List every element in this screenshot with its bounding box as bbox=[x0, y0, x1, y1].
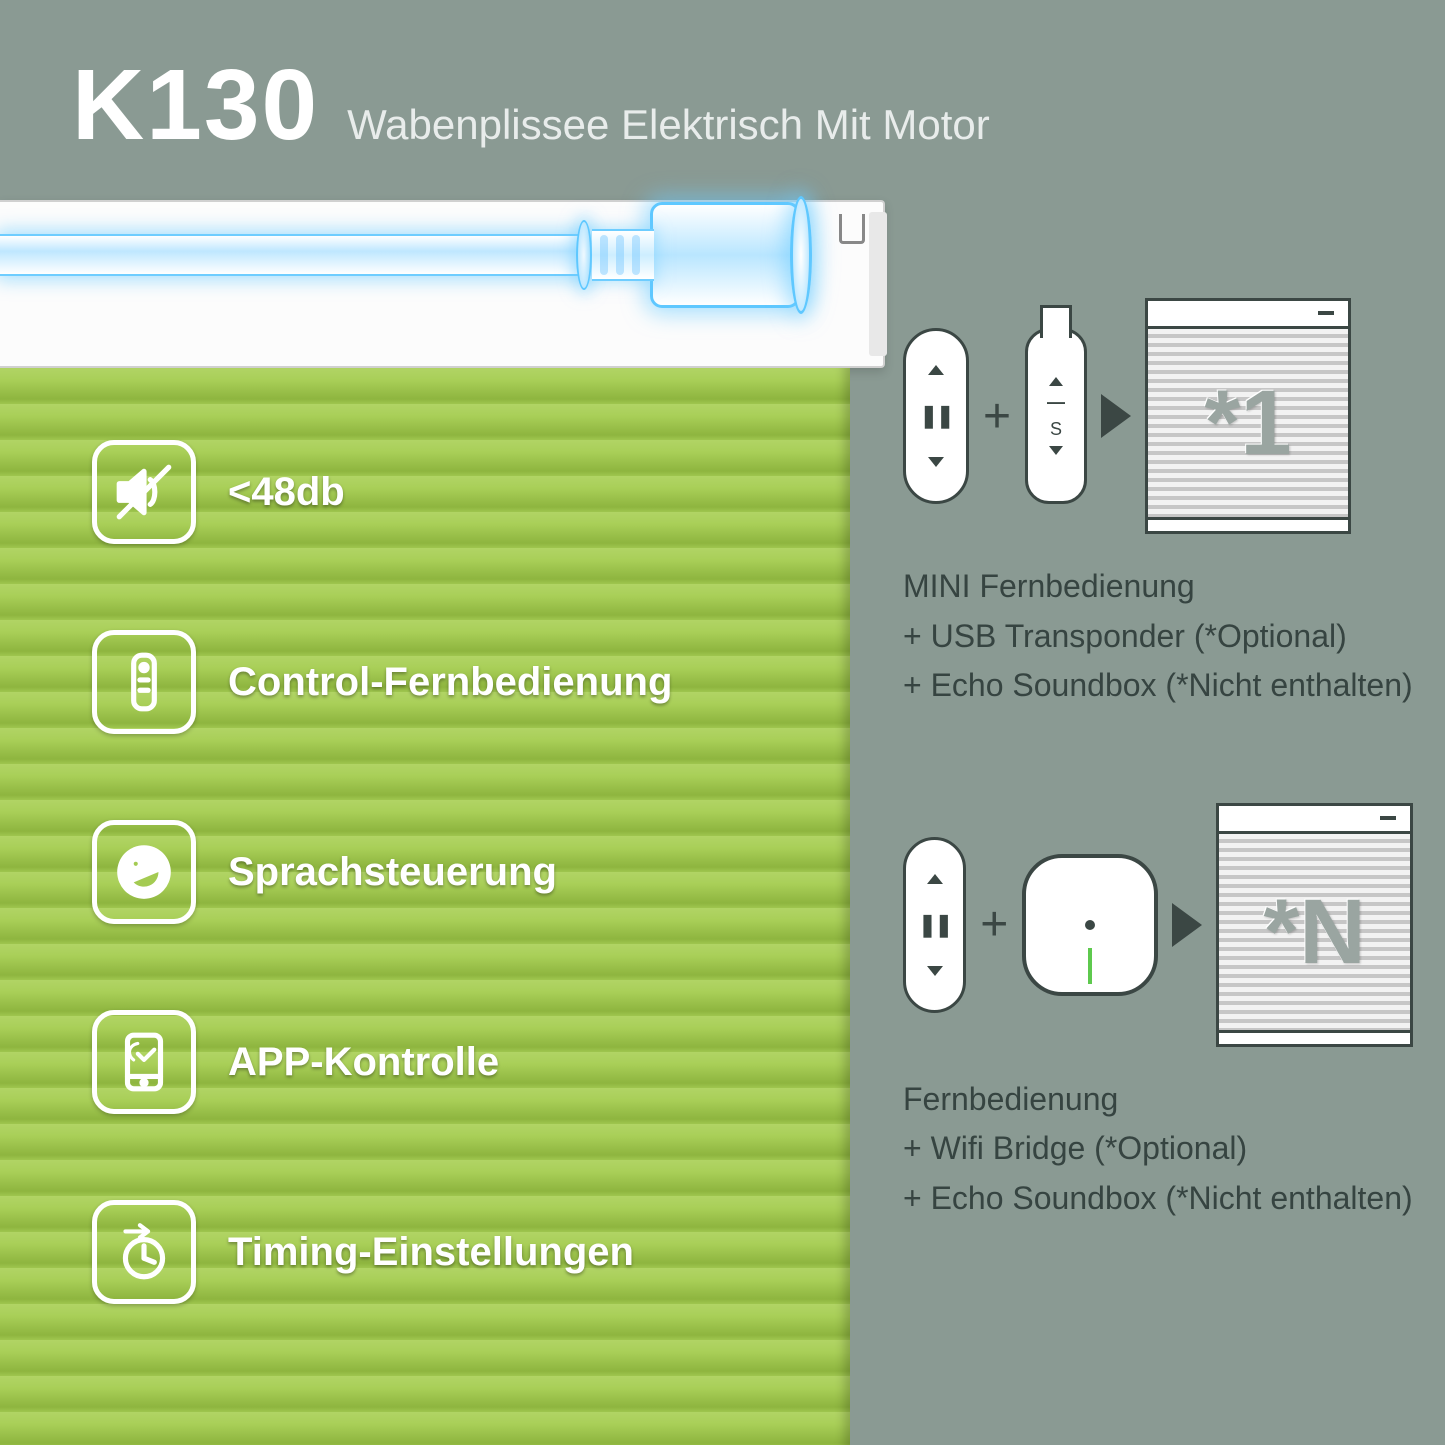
arrow-right-icon bbox=[1101, 394, 1131, 438]
mini-remote-icon: ❚❚ bbox=[903, 328, 969, 504]
model-number: K130 bbox=[72, 48, 319, 163]
feature-item: Timing-Einstellungen bbox=[92, 1200, 672, 1304]
plus-icon: + bbox=[983, 389, 1011, 444]
feature-label: Sprachsteuerung bbox=[228, 850, 557, 895]
mini-remote-icon: ❚❚ bbox=[903, 837, 966, 1013]
option-text: MINI Fernbedienung + USB Transponder (*O… bbox=[903, 562, 1413, 711]
bracket-icon bbox=[839, 214, 865, 244]
feature-item: APP-Kontrolle bbox=[92, 1010, 672, 1114]
feature-list: <48db Control-Fernbedienung Sprachsteuer… bbox=[92, 440, 672, 1304]
option-group-2: ❚❚ + *N Fernbedienung + Wifi Bridge (*Op… bbox=[903, 803, 1413, 1224]
timer-icon bbox=[92, 1200, 196, 1304]
option-line: MINI Fernbedienung bbox=[903, 562, 1413, 612]
usb-transponder-icon: — S bbox=[1025, 328, 1087, 504]
option-line: + USB Transponder (*Optional) bbox=[903, 612, 1413, 662]
motor-illustration bbox=[0, 222, 812, 288]
option-line: + Echo Soundbox (*Nicht enthalten) bbox=[903, 1174, 1413, 1224]
remote-icon bbox=[92, 630, 196, 734]
option-line: Fernbedienung bbox=[903, 1075, 1413, 1125]
feature-item: Control-Fernbedienung bbox=[92, 630, 672, 734]
wifi-bridge-icon bbox=[1022, 854, 1158, 996]
voice-icon bbox=[92, 820, 196, 924]
feature-label: APP-Kontrolle bbox=[228, 1040, 499, 1085]
feature-item: Sprachsteuerung bbox=[92, 820, 672, 924]
plus-icon: + bbox=[980, 897, 1008, 952]
mute-icon bbox=[92, 440, 196, 544]
option-group-1: ❚❚ + — S *1 MINI Fernbedienung + USB Tra… bbox=[903, 298, 1413, 711]
blind-result-icon: *1 bbox=[1145, 298, 1351, 534]
blind-result-icon: *N bbox=[1216, 803, 1413, 1047]
option-line: + Wifi Bridge (*Optional) bbox=[903, 1124, 1413, 1174]
option-line: + Echo Soundbox (*Nicht enthalten) bbox=[903, 661, 1413, 711]
feature-item: <48db bbox=[92, 440, 672, 544]
blind-count: *N bbox=[1263, 886, 1365, 978]
option-text: Fernbedienung + Wifi Bridge (*Optional) … bbox=[903, 1075, 1413, 1224]
app-icon bbox=[92, 1010, 196, 1114]
feature-label: <48db bbox=[228, 470, 345, 515]
arrow-right-icon bbox=[1172, 903, 1202, 947]
feature-label: Timing-Einstellungen bbox=[228, 1230, 634, 1275]
product-subtitle: Wabenplissee Elektrisch Mit Motor bbox=[347, 101, 990, 149]
blind-count: *1 bbox=[1205, 377, 1292, 469]
feature-label: Control-Fernbedienung bbox=[228, 660, 672, 705]
